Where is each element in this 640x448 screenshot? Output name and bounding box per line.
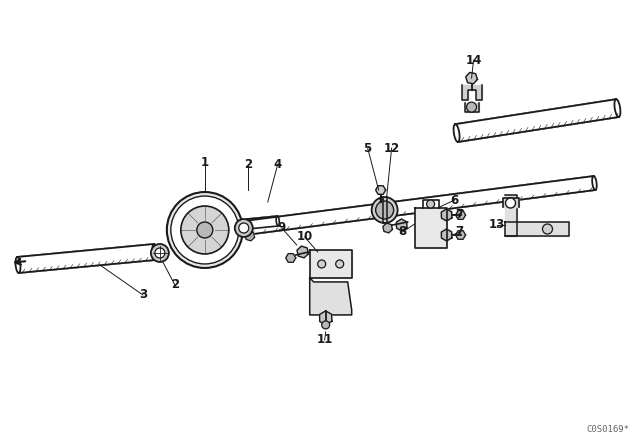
Circle shape xyxy=(372,197,397,223)
Ellipse shape xyxy=(614,99,620,117)
Ellipse shape xyxy=(454,124,460,142)
Polygon shape xyxy=(442,209,452,221)
Circle shape xyxy=(317,260,326,268)
Circle shape xyxy=(467,102,477,112)
Text: 3: 3 xyxy=(139,289,147,302)
Circle shape xyxy=(197,222,213,238)
Polygon shape xyxy=(461,85,481,100)
Circle shape xyxy=(239,223,249,233)
Polygon shape xyxy=(297,246,308,258)
Polygon shape xyxy=(504,195,516,236)
Polygon shape xyxy=(319,311,332,325)
Text: 4: 4 xyxy=(274,158,282,171)
Polygon shape xyxy=(245,231,255,241)
Text: 2: 2 xyxy=(171,279,179,292)
Text: 14: 14 xyxy=(465,54,482,67)
Text: 13: 13 xyxy=(488,219,505,232)
Circle shape xyxy=(427,200,435,208)
Polygon shape xyxy=(415,208,447,248)
Circle shape xyxy=(167,192,243,268)
Text: 7: 7 xyxy=(456,207,463,220)
Text: 1: 1 xyxy=(201,155,209,168)
Polygon shape xyxy=(456,211,465,220)
Circle shape xyxy=(322,321,330,329)
Polygon shape xyxy=(310,278,351,315)
Polygon shape xyxy=(502,198,518,207)
Text: 12: 12 xyxy=(383,142,400,155)
Polygon shape xyxy=(456,231,465,239)
Polygon shape xyxy=(396,219,407,231)
Text: 6: 6 xyxy=(451,194,459,207)
Text: 7: 7 xyxy=(456,225,463,238)
Circle shape xyxy=(151,244,169,262)
Circle shape xyxy=(506,198,516,208)
Ellipse shape xyxy=(152,244,157,260)
Ellipse shape xyxy=(592,176,596,190)
Polygon shape xyxy=(310,250,351,278)
Ellipse shape xyxy=(276,216,279,226)
Circle shape xyxy=(235,219,253,237)
Circle shape xyxy=(171,196,239,264)
Polygon shape xyxy=(455,99,619,142)
Polygon shape xyxy=(244,176,595,235)
Polygon shape xyxy=(17,244,156,273)
Circle shape xyxy=(543,224,552,234)
Circle shape xyxy=(376,201,394,219)
Polygon shape xyxy=(376,186,386,194)
Polygon shape xyxy=(465,103,479,112)
Polygon shape xyxy=(285,254,296,262)
Text: 8: 8 xyxy=(399,225,407,238)
Text: 5: 5 xyxy=(364,142,372,155)
Ellipse shape xyxy=(15,257,20,273)
Ellipse shape xyxy=(243,221,247,235)
Text: 9: 9 xyxy=(278,221,286,234)
Circle shape xyxy=(336,260,344,268)
Circle shape xyxy=(155,248,165,258)
Polygon shape xyxy=(466,73,477,84)
Ellipse shape xyxy=(246,219,250,229)
Polygon shape xyxy=(442,229,452,241)
Circle shape xyxy=(181,206,228,254)
Text: 2: 2 xyxy=(244,158,252,171)
Polygon shape xyxy=(247,216,278,229)
Polygon shape xyxy=(504,222,570,236)
Text: C0S0169*: C0S0169* xyxy=(586,425,630,434)
Text: 10: 10 xyxy=(296,230,313,244)
Text: 11: 11 xyxy=(317,333,333,346)
Polygon shape xyxy=(383,223,392,233)
